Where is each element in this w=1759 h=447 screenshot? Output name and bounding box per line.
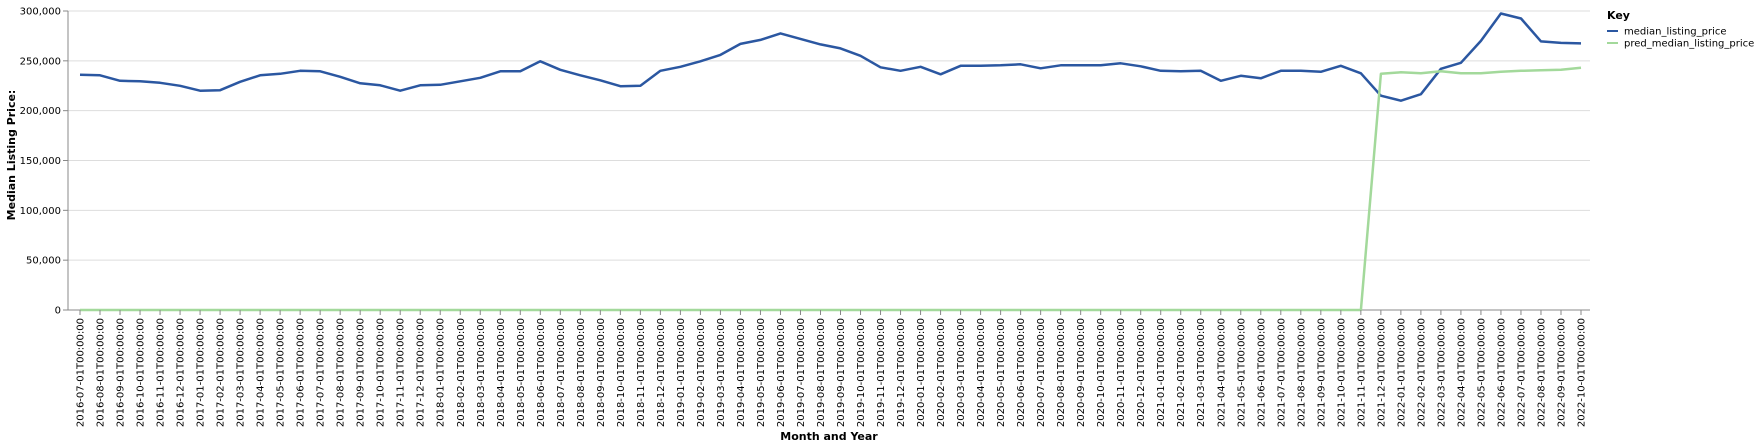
x-tick-label: 2016-10-01T00:00:00 xyxy=(136,318,147,427)
x-tick-label: 2018-08-01T00:00:00 xyxy=(576,318,587,427)
x-tick-label: 2021-04-01T00:00:00 xyxy=(1216,318,1227,427)
x-tick-label: 2018-11-01T00:00:00 xyxy=(636,318,647,427)
x-tick-label: 2022-06-01T00:00:00 xyxy=(1496,318,1507,427)
x-tick-label: 2021-10-01T00:00:00 xyxy=(1336,318,1347,427)
x-tick-label: 2022-01-01T00:00:00 xyxy=(1396,318,1407,427)
x-tick-label: 2021-12-01T00:00:00 xyxy=(1376,318,1387,427)
x-tick-label: 2016-12-01T00:00:00 xyxy=(176,318,187,427)
x-tick-label: 2019-01-01T00:00:00 xyxy=(676,318,687,427)
y-axis-title: Median Listing Price: xyxy=(5,90,18,221)
x-tick-label: 2020-12-01T00:00:00 xyxy=(1136,318,1147,427)
series-lines xyxy=(79,12,1582,312)
x-tick-label: 2022-10-01T00:00:00 xyxy=(1577,318,1588,427)
x-tick-label: 2022-07-01T00:00:00 xyxy=(1516,318,1527,427)
y-tick-label: 0 xyxy=(55,306,61,317)
x-tick-label: 2017-02-01T00:00:00 xyxy=(216,318,227,427)
x-tick-label: 2017-03-01T00:00:00 xyxy=(236,318,247,427)
x-tick-label: 2022-03-01T00:00:00 xyxy=(1436,318,1447,427)
x-tick-label: 2021-08-01T00:00:00 xyxy=(1296,318,1307,427)
x-tick-label: 2022-08-01T00:00:00 xyxy=(1536,318,1547,427)
x-tick-label: 2018-12-01T00:00:00 xyxy=(656,318,667,427)
y-tick-label: 200,000 xyxy=(20,106,61,117)
gridlines xyxy=(68,10,1590,311)
x-tick-label: 2020-11-01T00:00:00 xyxy=(1116,318,1127,427)
x-tick-label: 2017-10-01T00:00:00 xyxy=(376,318,387,427)
x-tick-label: 2020-03-01T00:00:00 xyxy=(956,318,967,427)
x-axis-title: Month and Year xyxy=(780,430,878,443)
x-tick-label: 2017-04-01T00:00:00 xyxy=(256,318,267,427)
x-tick-label: 2020-09-01T00:00:00 xyxy=(1076,318,1087,427)
x-tick-label: 2019-04-01T00:00:00 xyxy=(736,318,747,427)
x-tick-label: 2021-06-01T00:00:00 xyxy=(1256,318,1267,427)
x-tick-label: 2020-04-01T00:00:00 xyxy=(976,318,987,427)
y-tick-label: 150,000 xyxy=(20,156,61,167)
legend: Key median_listing_pricepred_median_list… xyxy=(1607,9,1754,50)
series-line-pred_median_listing_price xyxy=(80,66,1582,312)
x-tick-label: 2021-02-01T00:00:00 xyxy=(1176,318,1187,427)
x-tick-label: 2017-01-01T00:00:00 xyxy=(196,318,207,427)
x-tick-label: 2017-12-01T00:00:00 xyxy=(416,318,427,427)
x-tick-label: 2018-01-01T00:00:00 xyxy=(436,318,447,427)
x-tick-label: 2017-05-01T00:00:00 xyxy=(276,318,287,427)
x-tick-label: 2018-04-01T00:00:00 xyxy=(496,318,507,427)
y-tick-label: 300,000 xyxy=(20,7,61,18)
x-tick-label: 2020-05-01T00:00:00 xyxy=(996,318,1007,427)
x-tick-label: 2016-11-01T00:00:00 xyxy=(156,318,167,427)
x-tick-label: 2019-12-01T00:00:00 xyxy=(896,318,907,427)
x-tick-label: 2017-09-01T00:00:00 xyxy=(356,318,367,427)
x-tick-label: 2016-09-01T00:00:00 xyxy=(116,318,127,427)
y-axis-tick-labels: 0 50,000 100,000 150,000 200,000 250,000 300,0… xyxy=(20,7,68,317)
x-tick-label: 2017-08-01T00:00:00 xyxy=(336,318,347,427)
x-tick-label: 2018-06-01T00:00:00 xyxy=(536,318,547,427)
x-tick-label: 2018-03-01T00:00:00 xyxy=(476,318,487,427)
x-tick-label: 2019-05-01T00:00:00 xyxy=(756,318,767,427)
x-tick-label: 2021-09-01T00:00:00 xyxy=(1316,318,1327,427)
x-tick-label: 2020-08-01T00:00:00 xyxy=(1056,318,1067,427)
x-tick-label: 2022-02-01T00:00:00 xyxy=(1416,318,1427,427)
x-tick-label: 2019-06-01T00:00:00 xyxy=(776,318,787,427)
x-tick-label: 2021-07-01T00:00:00 xyxy=(1276,318,1287,427)
x-tick-label: 2019-09-01T00:00:00 xyxy=(836,318,847,427)
x-axis-tick-labels: 2016-07-01T00:00:00 2016-08-01T00:00:00 20… xyxy=(76,310,1588,427)
x-tick-label: 2017-06-01T00:00:00 xyxy=(296,318,307,427)
x-tick-label: 2019-02-01T00:00:00 xyxy=(696,318,707,427)
x-tick-label: 2020-01-01T00:00:00 xyxy=(916,318,927,427)
x-tick-label: 2018-07-01T00:00:00 xyxy=(556,318,567,427)
x-tick-label: 2021-03-01T00:00:00 xyxy=(1196,318,1207,427)
x-tick-label: 2019-07-01T00:00:00 xyxy=(796,318,807,427)
x-tick-label: 2019-11-01T00:00:00 xyxy=(876,318,887,427)
x-tick-label: 2019-10-01T00:00:00 xyxy=(856,318,867,427)
x-tick-label: 2020-02-01T00:00:00 xyxy=(936,318,947,427)
x-tick-label: 2018-02-01T00:00:00 xyxy=(456,318,467,427)
y-tick-label: 100,000 xyxy=(20,206,61,217)
x-tick-label: 2018-05-01T00:00:00 xyxy=(516,318,527,427)
x-tick-label: 2022-04-01T00:00:00 xyxy=(1456,318,1467,427)
x-tick-label: 2017-07-01T00:00:00 xyxy=(316,318,327,427)
x-tick-label: 2022-05-01T00:00:00 xyxy=(1476,318,1487,427)
x-tick-label: 2021-01-01T00:00:00 xyxy=(1156,318,1167,427)
x-tick-label: 2018-09-01T00:00:00 xyxy=(596,318,607,427)
x-tick-label: 2017-11-01T00:00:00 xyxy=(396,318,407,427)
x-tick-label: 2016-08-01T00:00:00 xyxy=(96,318,107,427)
x-tick-label: 2021-11-01T00:00:00 xyxy=(1356,318,1367,427)
series-line-median_listing_price xyxy=(79,12,1582,102)
x-tick-label: 2020-10-01T00:00:00 xyxy=(1096,318,1107,427)
x-tick-label: 2021-05-01T00:00:00 xyxy=(1236,318,1247,427)
legend-label: pred_median_listing_price xyxy=(1624,39,1754,50)
x-tick-label: 2019-03-01T00:00:00 xyxy=(716,318,727,427)
x-tick-label: 2022-09-01T00:00:00 xyxy=(1556,318,1567,427)
legend-label: median_listing_price xyxy=(1624,27,1727,38)
x-tick-label: 2020-07-01T00:00:00 xyxy=(1036,318,1047,427)
legend-title: Key xyxy=(1607,9,1630,22)
x-tick-label: 2019-08-01T00:00:00 xyxy=(816,318,827,427)
x-tick-label: 2020-06-01T00:00:00 xyxy=(1016,318,1027,427)
x-tick-label: 2016-07-01T00:00:00 xyxy=(76,318,87,427)
x-tick-label: 2018-10-01T00:00:00 xyxy=(616,318,627,427)
y-tick-label: 50,000 xyxy=(26,256,61,267)
y-tick-label: 250,000 xyxy=(20,56,61,67)
